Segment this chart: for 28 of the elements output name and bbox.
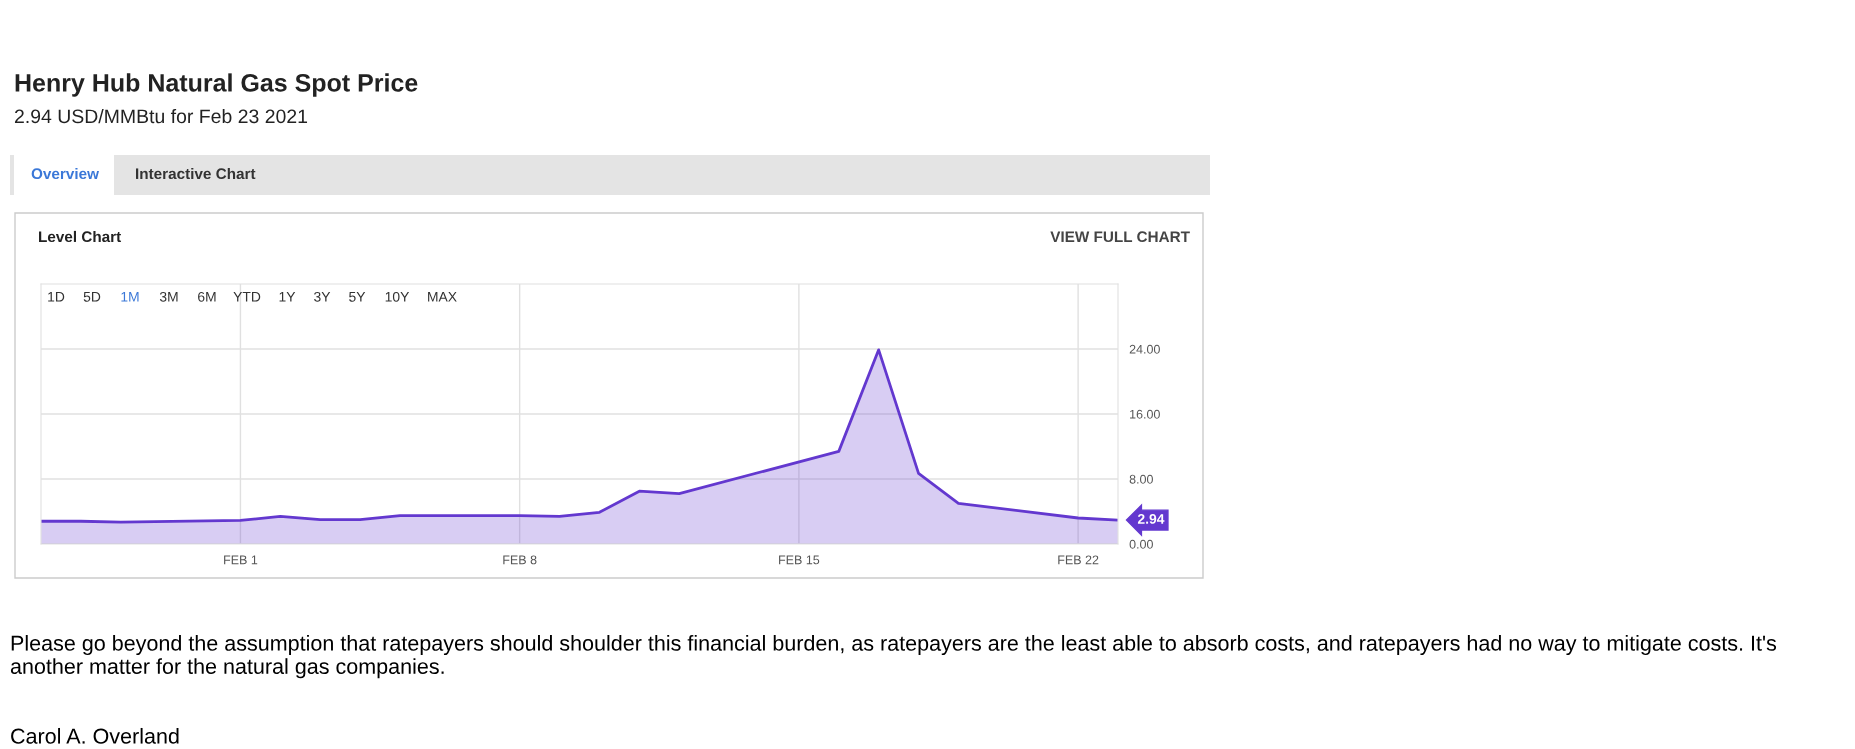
chart-subtitle: 2.94 USD/MMBtu for Feb 23 2021	[14, 108, 308, 124]
chart-title: Henry Hub Natural Gas Spot Price	[15, 73, 418, 97]
x-tick-label: FEB 1	[224, 555, 258, 565]
annotation: 6M	[198, 291, 216, 302]
text: Overview	[31, 167, 99, 180]
annotation: 5Y	[349, 292, 366, 302]
x-tick-label: FEB 8	[503, 555, 537, 565]
y-tick-label: 8.00	[1129, 474, 1153, 484]
annotation: YTD	[233, 292, 261, 302]
annotation: 3M	[159, 291, 178, 302]
y-tick-label: 24.00	[1129, 344, 1160, 354]
text: Carol A. Overland	[11, 727, 179, 744]
text: Please go beyond the assumption that ratepayers should shoulder this financial burden, as ratepayers are the least able to absorb costs, and ratepayers had no way to mitigate costs. It's another matter for the natural gas companies.	[10, 635, 1777, 679]
text: Interactive Chart	[136, 167, 256, 180]
data-label: 2.94	[1137, 514, 1165, 524]
y-tick-label: 16.00	[1130, 409, 1160, 419]
text: VIEW FULL CHART	[1050, 231, 1190, 243]
annotation: MAX	[428, 292, 457, 302]
text: Level Chart	[39, 230, 122, 243]
annotation: 3Y	[314, 291, 331, 302]
annotation: 1D	[48, 292, 65, 302]
x-tick-label: FEB 15	[779, 555, 820, 565]
y-tick-label: 0.00	[1129, 539, 1153, 549]
annotation: 10Y	[385, 291, 410, 302]
annotation: 1M	[121, 292, 139, 302]
x-tick-label: FEB 22	[1058, 555, 1099, 565]
annotation: 1Y	[279, 292, 296, 302]
annotation: 5D	[83, 292, 101, 302]
